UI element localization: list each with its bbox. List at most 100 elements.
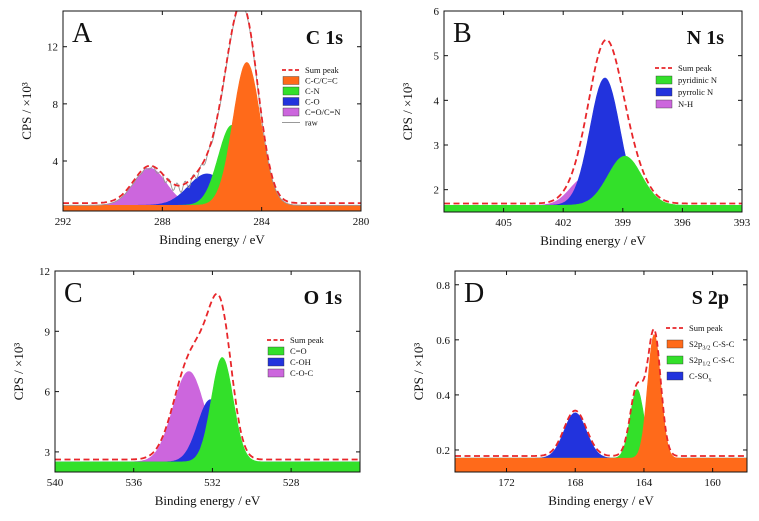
y-tick-label: 0.8 bbox=[436, 280, 450, 292]
sum-peak-curve bbox=[55, 292, 360, 461]
x-axis-label: Binding energy / eV bbox=[159, 232, 265, 247]
legend-label: N-H bbox=[678, 99, 693, 109]
y-axis-label: CPS / ×10³ bbox=[411, 343, 426, 401]
panel-title: N 1s bbox=[687, 27, 724, 49]
legend-label: Sum peak bbox=[689, 323, 724, 333]
legend-swatch bbox=[655, 75, 673, 85]
x-tick-label: 160 bbox=[704, 477, 721, 489]
x-tick-label: 288 bbox=[154, 216, 171, 228]
y-tick-label: 2 bbox=[434, 185, 440, 197]
x-axis-label: Binding energy / eV bbox=[155, 493, 261, 508]
x-tick-label: 393 bbox=[734, 217, 751, 229]
plot-frame bbox=[454, 270, 748, 473]
sum-peak-curve bbox=[455, 327, 747, 457]
y-tick-label: 4 bbox=[434, 95, 440, 107]
legend-label: raw bbox=[305, 118, 319, 128]
panel-letter: D bbox=[464, 278, 484, 309]
panel-title: C 1s bbox=[306, 27, 343, 49]
plot-area bbox=[55, 292, 360, 472]
legend-label: C=O bbox=[290, 346, 307, 356]
legend-label: S2p3/2 C-S-C bbox=[689, 339, 735, 352]
legend-swatch bbox=[282, 97, 300, 106]
plot-area bbox=[455, 327, 747, 472]
y-tick-label: 3 bbox=[434, 140, 440, 152]
y-tick-label: 4 bbox=[53, 156, 59, 168]
legend-label: pyrrolic N bbox=[678, 87, 713, 97]
x-tick-label: 399 bbox=[615, 217, 632, 229]
x-axis-label: Binding energy / eV bbox=[540, 233, 646, 248]
x-tick-label: 292 bbox=[55, 216, 72, 228]
legend-swatch bbox=[282, 107, 300, 117]
y-tick-label: 5 bbox=[434, 51, 440, 63]
panel-letter: B bbox=[453, 18, 472, 49]
panel-title: O 1s bbox=[304, 287, 343, 309]
y-tick-label: 12 bbox=[47, 42, 58, 54]
legend-label: C-O-C bbox=[290, 368, 313, 378]
x-axis-label: Binding energy / eV bbox=[548, 493, 654, 508]
component-peak-pyridinic-n bbox=[444, 155, 742, 212]
legend-swatch bbox=[655, 87, 673, 97]
x-tick-label: 164 bbox=[636, 477, 653, 489]
panel-o1s: 540 536 532 528 3 6 9 12 Binding energy / eV CPS … bbox=[11, 266, 361, 508]
x-tick-label: 396 bbox=[674, 217, 691, 229]
panel-letter: C bbox=[64, 278, 83, 309]
y-tick-label: 12 bbox=[39, 266, 50, 278]
y-tick-label: 9 bbox=[45, 326, 51, 338]
panel-c1s: 292 288 284 280 4 8 12 Binding energy / eV CPS /… bbox=[19, 10, 370, 247]
component-peak-c-o bbox=[55, 357, 360, 472]
component-peak-pyrrolic-n bbox=[444, 77, 742, 212]
x-tick-label: 528 bbox=[283, 477, 300, 489]
legend-swatch bbox=[267, 357, 285, 367]
legend-label: C-N bbox=[305, 86, 320, 96]
plot-frame bbox=[443, 10, 743, 213]
y-tick-label: 8 bbox=[53, 99, 59, 111]
legend-swatch bbox=[655, 99, 673, 109]
legend-label: Sum peak bbox=[290, 335, 325, 345]
legend-label: C-SOx bbox=[689, 371, 712, 384]
raw-curve bbox=[63, 11, 361, 206]
plot-area bbox=[444, 38, 742, 212]
legend-swatch bbox=[267, 368, 285, 378]
panel-letter: A bbox=[72, 18, 93, 49]
legend-label: C=O/C=N bbox=[305, 107, 341, 117]
legend-swatch bbox=[267, 346, 285, 356]
sum-peak-curve bbox=[63, 11, 361, 204]
plot-area bbox=[63, 11, 361, 211]
x-tick-label: 172 bbox=[498, 477, 515, 489]
y-axis-label: CPS / ×10³ bbox=[19, 82, 34, 140]
legend-label: pyridinic N bbox=[678, 75, 717, 85]
legend-swatch bbox=[666, 371, 684, 381]
sum-peak-curve bbox=[444, 38, 742, 205]
y-tick-label: 6 bbox=[434, 6, 440, 18]
x-tick-label: 168 bbox=[567, 477, 584, 489]
legend-label: C-OH bbox=[290, 357, 311, 367]
y-tick-label: 0.4 bbox=[436, 390, 450, 402]
x-tick-label: 536 bbox=[125, 477, 142, 489]
legend-label: C-O bbox=[305, 97, 320, 107]
x-tick-label: 284 bbox=[253, 216, 270, 228]
x-tick-label: 405 bbox=[495, 217, 512, 229]
legend-swatch bbox=[666, 355, 684, 365]
component-peak-c-n bbox=[63, 124, 361, 211]
x-tick-label: 532 bbox=[204, 477, 221, 489]
legend-label: S2p1/2 C-S-C bbox=[689, 355, 735, 368]
legend-swatch bbox=[282, 86, 300, 96]
x-tick-label: 402 bbox=[555, 217, 572, 229]
panel-title: S 2p bbox=[692, 287, 729, 309]
y-tick-label: 0.6 bbox=[436, 335, 450, 347]
y-axis-label: CPS / ×10³ bbox=[11, 343, 26, 401]
plot-frame bbox=[54, 270, 361, 473]
panel-n1s: 405 402 399 396 393 2 3 4 5 6 Binding energy / eV C… bbox=[400, 6, 751, 248]
panel-s2p: 172 168 164 160 0.2 0.4 0.6 0.8 Binding energy /… bbox=[411, 270, 748, 508]
legend-label: Sum peak bbox=[305, 65, 340, 75]
x-tick-label: 280 bbox=[353, 216, 370, 228]
y-tick-label: 0.2 bbox=[436, 445, 450, 457]
plot-frame bbox=[62, 10, 362, 212]
legend-swatch bbox=[666, 339, 684, 349]
legend-swatch bbox=[282, 76, 300, 85]
x-tick-label: 540 bbox=[47, 477, 64, 489]
legend-label: Sum peak bbox=[678, 63, 713, 73]
y-tick-label: 6 bbox=[45, 387, 51, 399]
component-peak-s2p3-2-c-s-c bbox=[455, 334, 747, 472]
